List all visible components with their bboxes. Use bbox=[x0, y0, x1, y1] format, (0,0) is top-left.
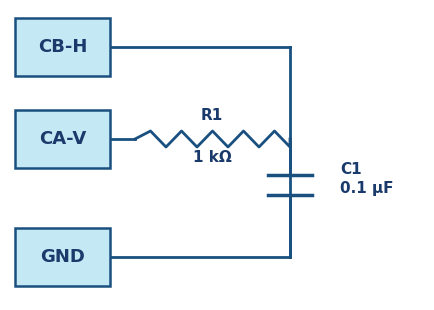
Text: 1 kΩ: 1 kΩ bbox=[192, 149, 231, 165]
Text: 0.1 μF: 0.1 μF bbox=[339, 180, 393, 196]
Text: R1: R1 bbox=[201, 108, 223, 122]
Text: CB-H: CB-H bbox=[38, 38, 87, 56]
Text: CA-V: CA-V bbox=[39, 130, 86, 148]
FancyBboxPatch shape bbox=[15, 228, 110, 286]
FancyBboxPatch shape bbox=[15, 18, 110, 76]
Text: C1: C1 bbox=[339, 162, 361, 178]
FancyBboxPatch shape bbox=[15, 110, 110, 168]
Text: GND: GND bbox=[40, 248, 85, 266]
